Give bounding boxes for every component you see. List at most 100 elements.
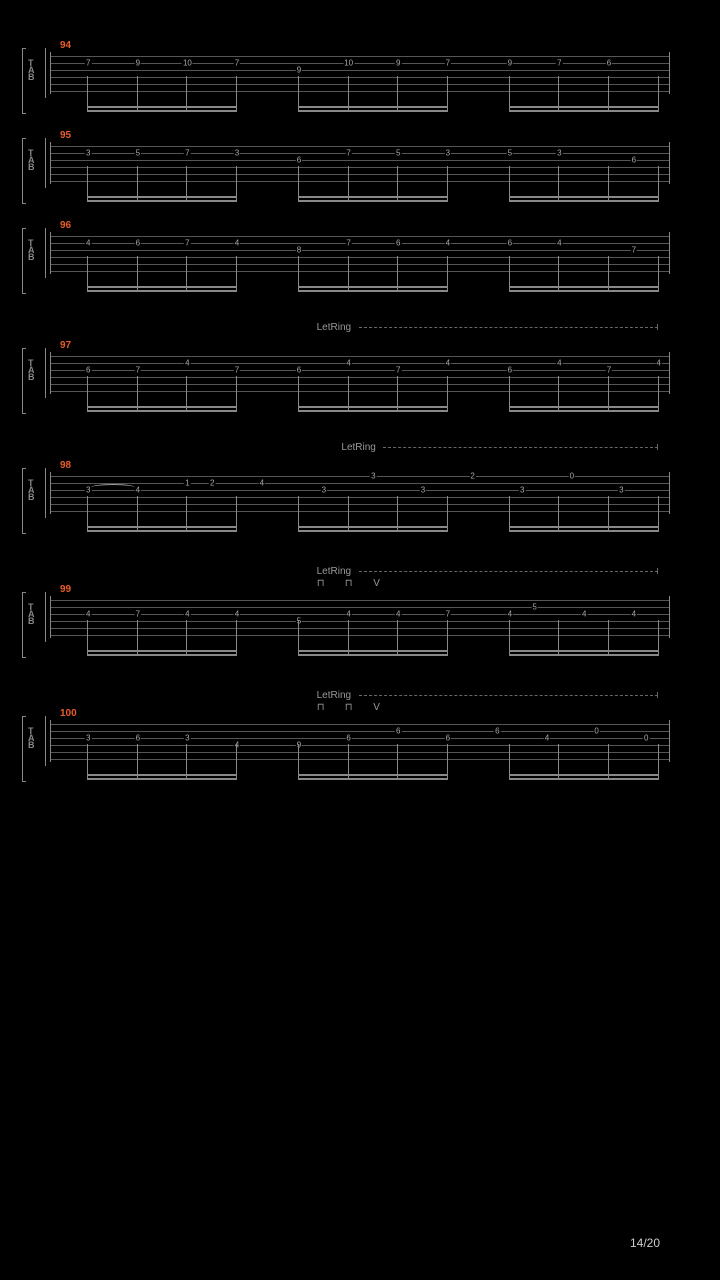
- fret-number: 4: [544, 734, 550, 743]
- fret-number: 4: [135, 486, 141, 495]
- fret-number: 3: [184, 734, 190, 743]
- beam-group: [509, 394, 658, 412]
- string-line: [51, 160, 669, 161]
- beam-group: [87, 638, 236, 656]
- fret-number: 7: [445, 59, 451, 68]
- measure-number: 100: [60, 708, 77, 719]
- string-line: [51, 614, 669, 615]
- fret-number: 10: [343, 59, 354, 68]
- letring-end: [657, 692, 658, 698]
- tab-clef: TAB: [28, 604, 34, 625]
- fret-number: 4: [234, 610, 240, 619]
- string-line: [51, 153, 669, 154]
- tab-clef: TAB: [28, 240, 34, 261]
- string-line: [51, 56, 669, 57]
- tab-staff: 474454474544: [50, 596, 670, 638]
- beam-group: [87, 762, 236, 780]
- fret-number: 6: [345, 734, 351, 743]
- picking-symbols: ⊓⊓V: [317, 702, 401, 713]
- fret-number: 7: [345, 239, 351, 248]
- beam: [509, 200, 658, 202]
- beam: [87, 406, 236, 408]
- fret-number: 7: [556, 59, 562, 68]
- fret-number: 8: [296, 246, 302, 255]
- beam: [298, 530, 447, 532]
- note-stem: [236, 744, 237, 780]
- measure-94: 94TAB7910791097976: [50, 52, 670, 94]
- fret-number: 7: [345, 149, 351, 158]
- note-stem: [236, 76, 237, 112]
- fret-number: 9: [296, 741, 302, 750]
- fret-number: 4: [184, 359, 190, 368]
- string-line: [51, 391, 669, 392]
- beam-group: [87, 184, 236, 202]
- beam: [87, 110, 236, 112]
- string-line: [51, 146, 669, 147]
- fret-number: 10: [182, 59, 193, 68]
- letring-end: [657, 568, 658, 574]
- letring-label: LetRing: [317, 690, 351, 701]
- staff-bracket: [22, 716, 26, 782]
- fret-number: 6: [507, 366, 513, 375]
- fret-number: 7: [184, 149, 190, 158]
- note-stem: [658, 620, 659, 656]
- fret-number: 4: [655, 359, 661, 368]
- beam: [298, 286, 447, 288]
- beam: [298, 526, 447, 528]
- note-stem: [658, 744, 659, 780]
- note-stem: [447, 166, 448, 202]
- beam: [509, 650, 658, 652]
- beam: [87, 410, 236, 412]
- tab-staff: 363496666400: [50, 720, 670, 762]
- measure-100: LetRing⊓⊓V100TAB363496666400: [50, 720, 670, 762]
- fret-number: 7: [445, 610, 451, 619]
- fret-number: 3: [556, 149, 562, 158]
- tab-page: 94TAB791079109797695TAB3573675353696TAB4…: [0, 0, 720, 1280]
- string-line: [51, 91, 669, 92]
- beam: [509, 530, 658, 532]
- beam: [509, 774, 658, 776]
- string-line: [51, 257, 669, 258]
- string-line: [51, 363, 669, 364]
- beam: [87, 290, 236, 292]
- note-stem: [658, 496, 659, 532]
- beam: [509, 286, 658, 288]
- string-line: [51, 70, 669, 71]
- fret-number: 9: [395, 59, 401, 68]
- string-line: [51, 628, 669, 629]
- string-line: [51, 600, 669, 601]
- beam: [87, 654, 236, 656]
- measure-97: LetRing97TAB674764746474: [50, 352, 670, 394]
- string-line: [51, 724, 669, 725]
- beam: [298, 200, 447, 202]
- fret-number: 6: [85, 366, 91, 375]
- measure-98: LetRing98TAB341243332303: [50, 472, 670, 514]
- beam: [298, 106, 447, 108]
- measures-container: 94TAB791079109797695TAB3573675353696TAB4…: [0, 52, 720, 762]
- fret-number: 4: [234, 239, 240, 248]
- beam-group: [87, 94, 236, 112]
- fret-number: 3: [370, 472, 376, 481]
- beam: [87, 778, 236, 780]
- fret-number: 4: [85, 610, 91, 619]
- beam: [298, 774, 447, 776]
- tab-clef: TAB: [28, 150, 34, 171]
- beam: [298, 778, 447, 780]
- note-stem: [447, 496, 448, 532]
- letring-label: LetRing: [317, 566, 351, 577]
- string-line: [51, 504, 669, 505]
- beam-group: [298, 514, 447, 532]
- measure-96: 96TAB46748764647: [50, 232, 670, 274]
- note-stem: [236, 496, 237, 532]
- string-line: [51, 635, 669, 636]
- fret-number: 7: [606, 366, 612, 375]
- fret-number: 7: [631, 246, 637, 255]
- fret-number: 6: [507, 239, 513, 248]
- fret-number: 3: [445, 149, 451, 158]
- fret-number: 3: [420, 486, 426, 495]
- tab-clef: TAB: [28, 728, 34, 749]
- note-stem: [236, 256, 237, 292]
- string-line: [51, 63, 669, 64]
- letring-line: [359, 571, 658, 573]
- fret-number: 6: [395, 727, 401, 736]
